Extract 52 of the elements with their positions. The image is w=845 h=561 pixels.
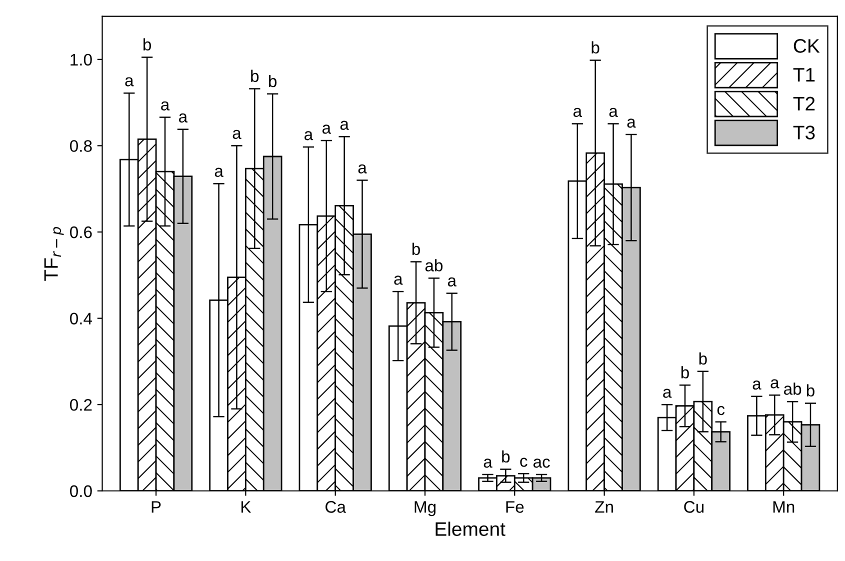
legend-label: T1 <box>793 68 815 82</box>
annotation: a <box>322 124 332 134</box>
annotation: b <box>269 74 277 88</box>
annotation: a <box>484 458 492 468</box>
y-tick-label: 0.4 <box>70 312 92 324</box>
annotation: ab <box>425 259 443 272</box>
annotation: a <box>627 118 636 128</box>
annotation: b <box>681 366 689 378</box>
annotation: b <box>502 450 510 463</box>
legend-label: T3 <box>793 126 815 140</box>
y-tick-label: 0.8 <box>70 140 92 152</box>
annotation: b <box>699 352 707 365</box>
annotation: b <box>592 41 600 54</box>
annotation: b <box>251 70 259 82</box>
x-tick-label: Mg <box>414 501 436 516</box>
annotation: a <box>304 131 314 140</box>
annotation: a <box>232 130 242 139</box>
x-tick-label: K <box>241 501 252 513</box>
annotation: a <box>770 379 780 388</box>
x-tick-label: Mn <box>773 501 794 513</box>
annotation: c <box>520 458 528 467</box>
y-tick-label: 1.0 <box>70 54 92 66</box>
annotation: c <box>717 406 725 416</box>
y-tick-label: 0.0 <box>70 485 92 498</box>
x-tick-label: Cu <box>684 501 704 513</box>
annotation: b <box>806 384 814 397</box>
annotation: a <box>179 113 188 123</box>
annotation: b <box>144 38 152 51</box>
annotation: a <box>161 101 170 110</box>
annotation: a <box>663 388 672 398</box>
annotation: a <box>125 77 134 86</box>
annotation: a <box>573 108 582 117</box>
annotation: b <box>412 242 420 256</box>
annotation: a <box>394 276 403 285</box>
x-tick-label: P <box>152 501 161 513</box>
x-tick-label: Zn <box>595 501 613 513</box>
y-tick-label: 0.2 <box>70 398 92 411</box>
y-tick-label: 0.6 <box>70 226 92 238</box>
annotation: ab <box>784 382 802 395</box>
x-tick-label: Fe <box>506 501 524 513</box>
annotation: a <box>448 277 457 287</box>
legend-label: T2 <box>793 96 815 110</box>
annotation: a <box>752 380 762 390</box>
y-axis-title: TF$_{r−p}$ <box>44 227 64 281</box>
legend-label: CK <box>794 39 820 53</box>
annotation: a <box>609 108 618 117</box>
annotation: a <box>214 168 224 177</box>
annotation: ac <box>533 458 550 468</box>
x-tick-label: Ca <box>326 501 346 513</box>
x-axis-title: Element <box>436 522 506 536</box>
annotation: a <box>340 120 349 130</box>
annotation: a <box>358 164 367 174</box>
